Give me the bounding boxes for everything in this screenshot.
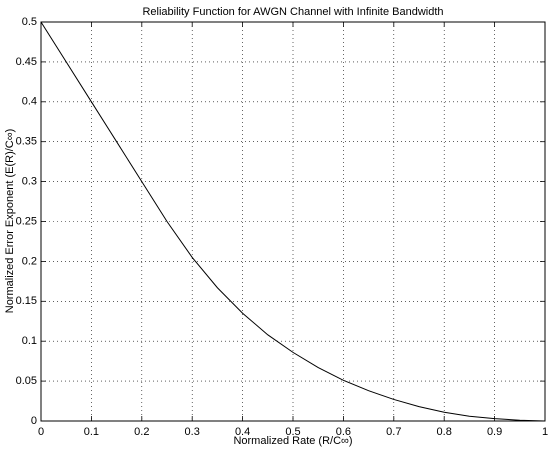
x-tick-label: 0.8 [437, 426, 452, 438]
y-tick-label: 0.25 [16, 215, 37, 227]
x-tick-label: 0.3 [185, 426, 200, 438]
x-tick-label: 0.1 [84, 426, 99, 438]
x-tick-label: 0.7 [386, 426, 401, 438]
y-tick-label: 0.5 [22, 16, 37, 28]
y-tick-label: 0.3 [22, 176, 37, 188]
y-axis-label: Normalized Error Exponent (E(R)/C∞) [4, 129, 16, 314]
y-tick-label: 0 [31, 415, 37, 427]
y-tick-label: 0.1 [22, 335, 37, 347]
x-tick-label: 0.4 [235, 426, 250, 438]
x-tick-label: 0.9 [487, 426, 502, 438]
x-tick-label: 0.2 [134, 426, 149, 438]
x-tick-label: 0 [38, 426, 44, 438]
plot-frame [40, 21, 546, 422]
x-tick-label: 0.5 [285, 426, 300, 438]
y-tick-label: 0.45 [16, 56, 37, 68]
y-tick-label: 0.2 [22, 255, 37, 267]
chart-title: Reliability Function for AWGN Channel wi… [142, 6, 443, 18]
x-tick-label: 1 [542, 426, 548, 438]
y-tick-label: 0.4 [22, 96, 37, 108]
x-axis-label: Normalized Rate (R/C∞) [233, 435, 352, 447]
y-tick-label: 0.35 [16, 136, 37, 148]
y-tick-label: 0.15 [16, 295, 37, 307]
line [40, 21, 546, 422]
x-tick-label: 0.6 [336, 426, 351, 438]
y-tick-label: 0.05 [16, 375, 37, 387]
